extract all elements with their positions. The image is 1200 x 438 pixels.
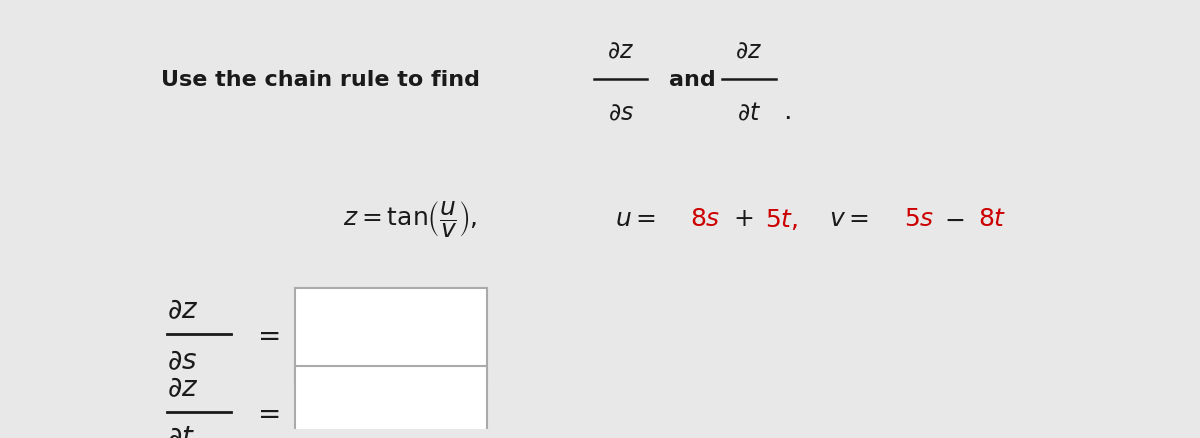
Text: $\partial s$: $\partial s$ [167, 346, 197, 374]
Text: and: and [668, 70, 715, 90]
Text: $-$: $-$ [944, 207, 965, 231]
Text: $8t$: $8t$ [978, 207, 1007, 231]
Text: $u =$: $u =$ [616, 207, 656, 231]
FancyBboxPatch shape [295, 366, 487, 438]
Text: $\partial z$: $\partial z$ [736, 39, 762, 63]
Text: $=$: $=$ [252, 399, 280, 426]
Text: $5t,$: $5t,$ [764, 207, 798, 231]
Text: $z = \tan\!\left(\dfrac{u}{v}\right),$: $z = \tan\!\left(\dfrac{u}{v}\right),$ [343, 199, 478, 239]
FancyBboxPatch shape [295, 288, 487, 381]
Text: $\partial t$: $\partial t$ [737, 100, 761, 124]
Text: $v =$: $v =$ [829, 207, 869, 231]
Text: Use the chain rule to find: Use the chain rule to find [161, 70, 480, 90]
Text: $5s$: $5s$ [904, 207, 934, 231]
Text: $\partial s$: $\partial s$ [607, 100, 634, 124]
Text: $+$: $+$ [733, 207, 754, 231]
Text: .: . [782, 99, 792, 125]
Text: $\partial z$: $\partial z$ [167, 296, 198, 323]
Text: $\partial z$: $\partial z$ [607, 39, 634, 63]
Text: $=$: $=$ [252, 321, 280, 349]
Text: $\partial z$: $\partial z$ [167, 373, 198, 401]
Text: $\partial t$: $\partial t$ [167, 424, 194, 438]
Text: $8s$: $8s$ [690, 207, 720, 231]
